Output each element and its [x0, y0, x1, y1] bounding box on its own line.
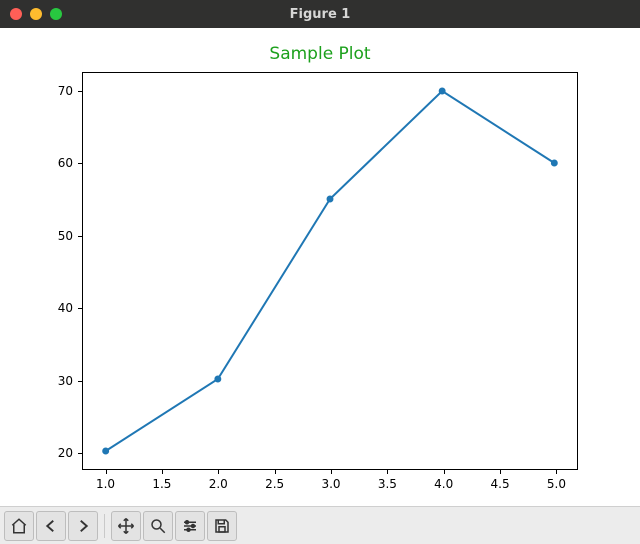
save-icon — [213, 517, 231, 535]
ytick-mark — [78, 381, 83, 382]
home-icon — [10, 517, 28, 535]
move-icon — [117, 517, 135, 535]
xtick-mark — [387, 469, 388, 474]
xtick-mark — [162, 469, 163, 474]
ytick-mark — [78, 91, 83, 92]
data-marker — [439, 88, 446, 95]
arrow-right-icon — [74, 517, 92, 535]
toolbar — [0, 506, 640, 544]
forward-button[interactable] — [68, 511, 98, 541]
figure-window: Figure 1 Sample Plot 2030405060701.01.52… — [0, 0, 640, 544]
line-chart-svg — [83, 73, 577, 469]
zoom-button[interactable] — [143, 511, 173, 541]
data-marker — [327, 196, 334, 203]
data-marker — [102, 448, 109, 455]
xtick-mark — [331, 469, 332, 474]
maximize-icon[interactable] — [50, 8, 62, 20]
data-marker — [214, 376, 221, 383]
zoom-icon — [149, 517, 167, 535]
toolbar-separator — [104, 514, 105, 538]
ytick-mark — [78, 236, 83, 237]
ytick-mark — [78, 163, 83, 164]
titlebar: Figure 1 — [0, 0, 640, 28]
xtick-mark — [218, 469, 219, 474]
chart-axes: 2030405060701.01.52.02.53.03.54.04.55.0 — [82, 72, 578, 470]
sliders-icon — [181, 517, 199, 535]
chart-title: Sample Plot — [0, 44, 640, 64]
window-title: Figure 1 — [0, 7, 640, 22]
xtick-mark — [500, 469, 501, 474]
traffic-lights — [0, 8, 62, 20]
arrow-left-icon — [42, 517, 60, 535]
data-marker — [551, 160, 558, 167]
xtick-mark — [106, 469, 107, 474]
ytick-mark — [78, 308, 83, 309]
plot-area: Sample Plot 2030405060701.01.52.02.53.03… — [0, 28, 640, 506]
home-button[interactable] — [4, 511, 34, 541]
configure-subplots-button[interactable] — [175, 511, 205, 541]
save-button[interactable] — [207, 511, 237, 541]
ytick-mark — [78, 453, 83, 454]
data-line — [106, 91, 555, 451]
xtick-mark — [556, 469, 557, 474]
minimize-icon[interactable] — [30, 8, 42, 20]
back-button[interactable] — [36, 511, 66, 541]
xtick-mark — [444, 469, 445, 474]
close-icon[interactable] — [10, 8, 22, 20]
xtick-mark — [275, 469, 276, 474]
pan-button[interactable] — [111, 511, 141, 541]
